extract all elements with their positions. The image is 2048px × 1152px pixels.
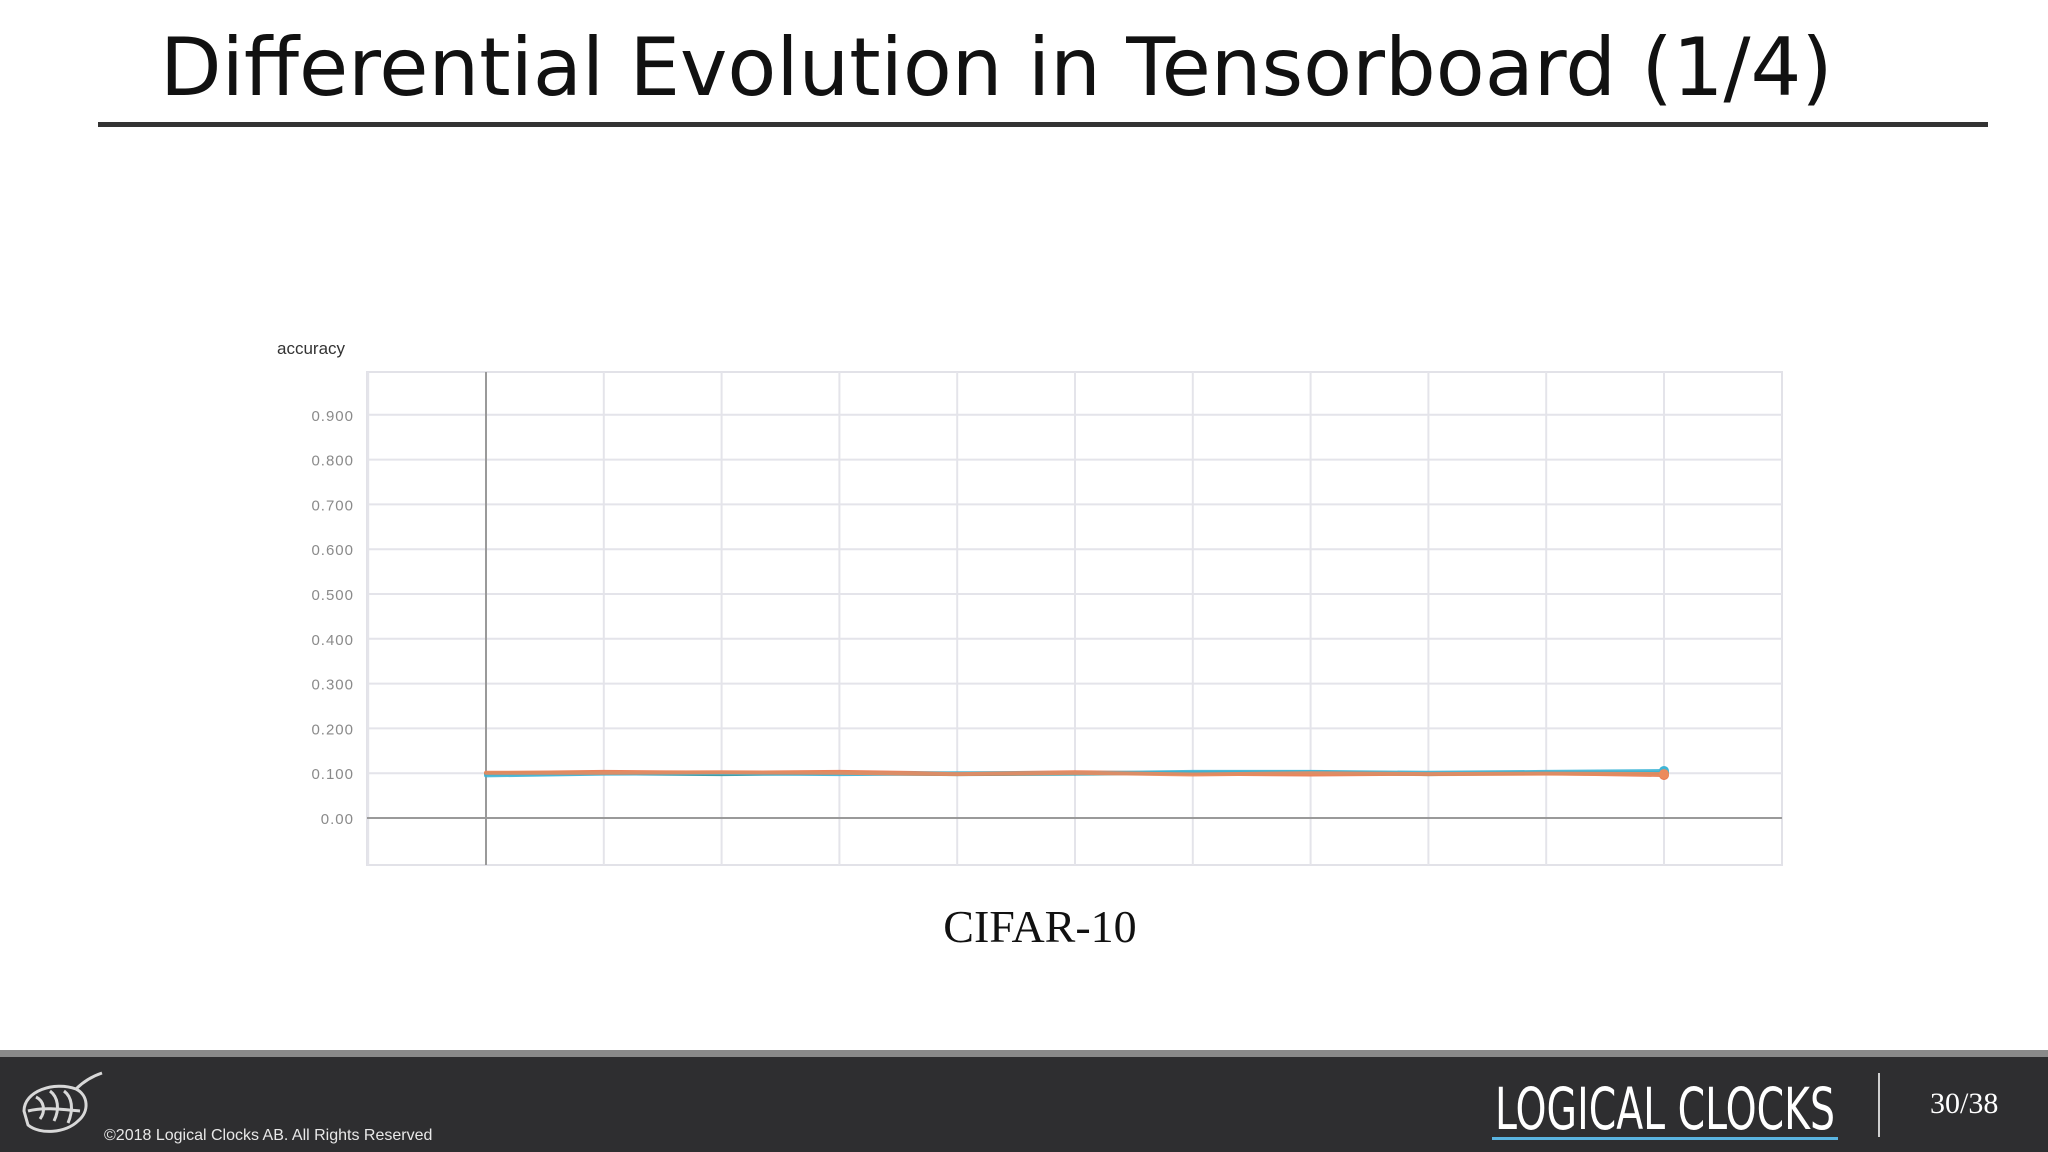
y-tick-label: 0.800: [311, 453, 354, 470]
y-tick-label: 0.100: [311, 766, 354, 783]
y-tick-label: 0.400: [311, 632, 354, 649]
copyright-text: ©2018 Logical Clocks AB. All Rights Rese…: [104, 1127, 433, 1144]
logo-divider: [1878, 1073, 1880, 1137]
logical-clocks-logo: LOGICAL CLOCKS: [1492, 1075, 1838, 1143]
y-tick-label: 0.00: [321, 811, 354, 828]
hop-cone-icon: [22, 1071, 103, 1133]
y-tick-label: 0.600: [311, 542, 354, 559]
page-number: 30/38: [1930, 1087, 1999, 1120]
y-tick-label: 0.900: [311, 408, 354, 425]
series-line-4: [484, 770, 1666, 777]
chart-axes: [367, 372, 1782, 865]
chart-series: [484, 765, 1669, 780]
title-divider: [98, 122, 1988, 127]
logo-wordmark: LOGICAL CLOCKS: [1495, 1075, 1835, 1143]
y-tick-label: 0.700: [311, 497, 354, 514]
footer: ©2018 Logical Clocks AB. All Rights Rese…: [0, 1057, 2048, 1152]
y-tick-label: 0.500: [311, 587, 354, 604]
y-axis-ticks: 0.00 0.100 0.200 0.300 0.400 0.500 0.600 0.700 0…: [311, 408, 354, 828]
footer-accent-band: [0, 1050, 2048, 1057]
y-tick-label: 0.200: [311, 721, 354, 738]
chart-caption: CIFAR-10: [943, 901, 1137, 952]
y-tick-label: 0.300: [311, 677, 354, 694]
chart-grid: [366, 371, 1783, 866]
chart-title: accuracy: [277, 339, 346, 358]
slide-title: Differential Evolution in Tensorboard (1…: [160, 21, 1833, 114]
series-end-point-4: [1659, 769, 1669, 780]
